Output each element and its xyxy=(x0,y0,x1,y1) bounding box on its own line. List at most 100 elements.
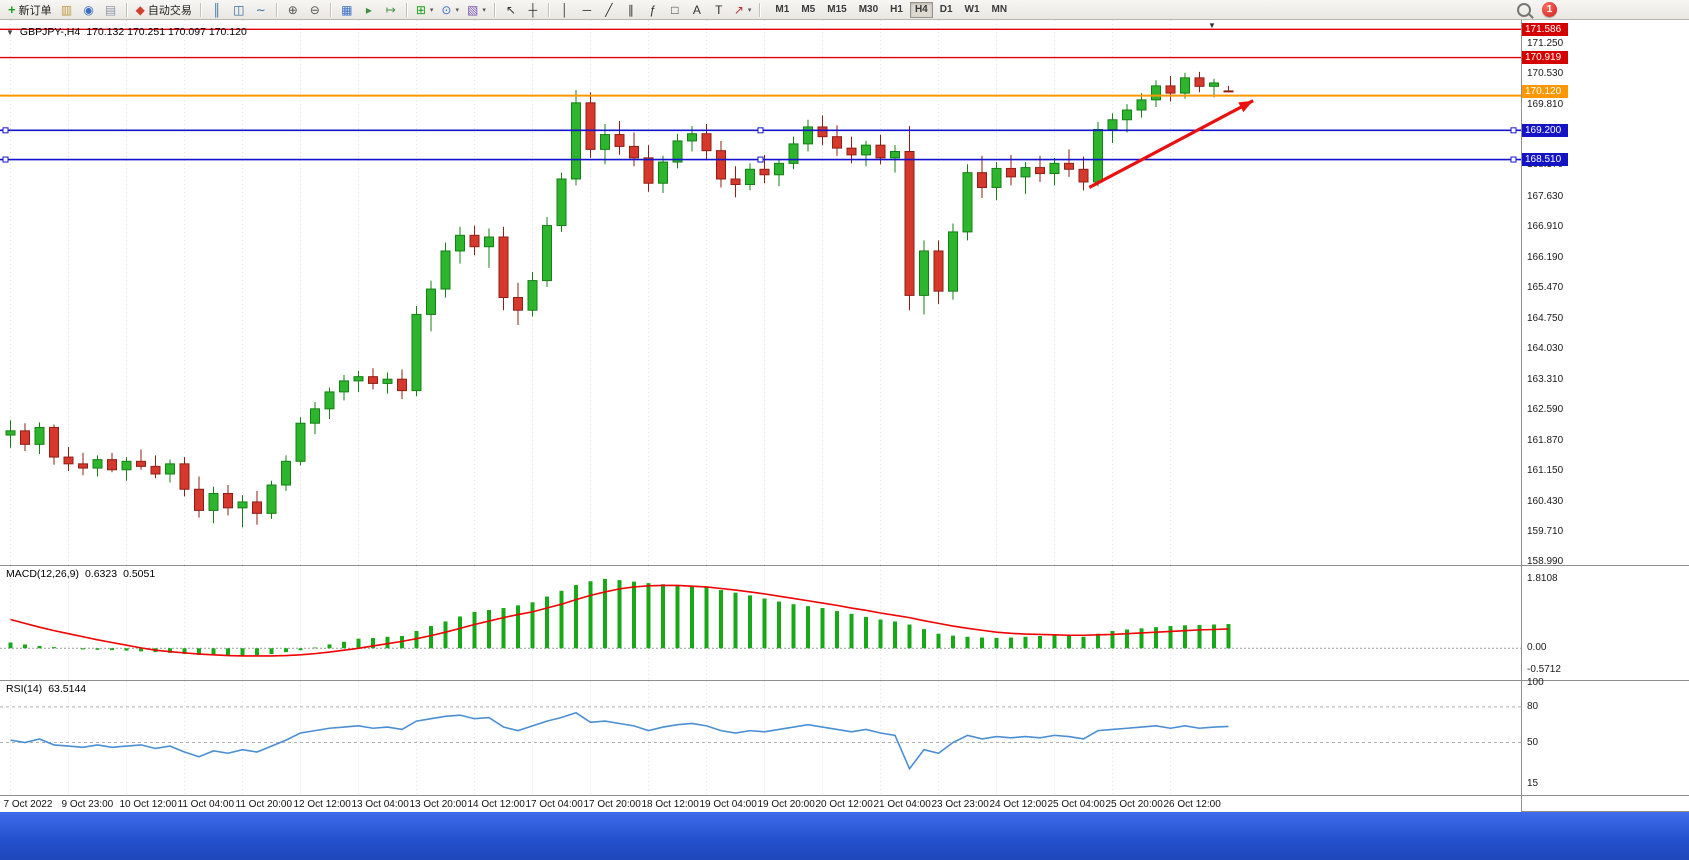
text-button[interactable]: A xyxy=(687,1,707,19)
timeframe-toolbar: M1 M5 M15 M30 H1 H4 D1 W1 MN xyxy=(769,0,1013,20)
candle-body xyxy=(527,280,538,311)
chart-shift-marker[interactable]: ▼ xyxy=(1208,21,1216,30)
timeframe-m5-button[interactable]: M5 xyxy=(796,2,820,18)
candle-body xyxy=(890,150,900,159)
toolbar-separator xyxy=(275,2,278,17)
candle-body xyxy=(614,134,625,147)
zoom-in-button[interactable]: ⊕ xyxy=(283,1,303,19)
candle-body xyxy=(252,501,262,514)
charts-window-button[interactable]: ▥ xyxy=(57,1,77,19)
candle-body xyxy=(991,167,1002,188)
candle-body xyxy=(687,133,697,142)
candle-body xyxy=(629,145,639,159)
toolbar-separator xyxy=(199,2,202,17)
auto-scroll-button[interactable]: ▸ xyxy=(359,1,379,19)
text-icon: A xyxy=(692,2,701,17)
candle-body xyxy=(962,172,973,233)
chart-title-bar: ▼ GBPJPY-,H4 170.132 170.251 170.097 170… xyxy=(6,26,247,38)
taskbar[interactable] xyxy=(0,812,1689,860)
channel-icon: ∥ xyxy=(627,2,634,17)
shapes-button[interactable]: □ xyxy=(665,1,685,19)
indicators-button[interactable]: ⊞ ▾ xyxy=(413,1,437,19)
candle-body xyxy=(49,426,59,458)
timeframe-d1-button[interactable]: D1 xyxy=(935,2,958,18)
timeframe-m1-button[interactable]: M1 xyxy=(770,2,794,18)
text-label-button[interactable]: T xyxy=(709,1,729,19)
trendline-button[interactable]: ╱ xyxy=(599,1,619,19)
rsi-axis-label: 100 xyxy=(1527,677,1544,689)
candle-body xyxy=(1107,119,1118,130)
trendline-icon: ╱ xyxy=(605,2,613,17)
timeframe-h4-button[interactable]: H4 xyxy=(909,1,933,18)
chart-dropdown-icon[interactable]: ▼ xyxy=(6,27,14,37)
candle-body xyxy=(716,150,726,180)
profiles-icon: ◉ xyxy=(83,2,94,17)
horizontal-line-button[interactable]: ─ xyxy=(577,1,597,19)
macd-panel[interactable] xyxy=(0,566,1521,680)
chart-shift-icon: ↦ xyxy=(385,2,396,17)
bar-chart-button[interactable]: ║ xyxy=(207,1,227,19)
price-axis-label: 165.470 xyxy=(1527,282,1564,294)
zoom-in-icon: ⊕ xyxy=(287,2,298,17)
new-order-button[interactable]: + 新订单 xyxy=(5,1,55,19)
crosshair-button[interactable]: ┼ xyxy=(523,1,543,19)
candle-body xyxy=(411,313,422,392)
chart-shift-button[interactable]: ↦ xyxy=(381,1,401,19)
candle-body xyxy=(20,430,30,445)
line-handle[interactable] xyxy=(1510,156,1517,163)
time-axis-label: 24 Oct 12:00 xyxy=(989,799,1047,810)
vertical-line-button[interactable]: │ xyxy=(555,1,575,19)
indicators-icon: ⊞ xyxy=(415,2,426,17)
line-handle[interactable] xyxy=(2,127,9,134)
new-order-icon: + xyxy=(8,2,16,17)
tile-windows-button[interactable]: ▦ xyxy=(337,1,357,19)
timeframe-m15-button[interactable]: M15 xyxy=(822,2,851,18)
cursor-button[interactable]: ↖ xyxy=(501,1,521,19)
price-axis-label: 166.910 xyxy=(1527,221,1564,233)
profiles-button[interactable]: ◉ xyxy=(79,1,99,19)
timeframe-h1-button[interactable]: H1 xyxy=(885,2,908,18)
macd-value-main: 0.6323 xyxy=(84,568,118,580)
fibonacci-button[interactable]: ƒ xyxy=(643,1,663,19)
toolbar-separator xyxy=(125,2,128,17)
candle-body xyxy=(730,178,741,186)
candle-body xyxy=(919,250,929,296)
candle-body xyxy=(904,150,915,296)
candle-body xyxy=(484,236,494,248)
periods-button[interactable]: ⊙ ▾ xyxy=(438,1,462,19)
candle-body xyxy=(1223,90,1234,93)
candle-body xyxy=(571,102,581,180)
candlestick-chart-button[interactable]: ◫ xyxy=(229,1,249,19)
toolbar-separator xyxy=(759,2,762,17)
candle-body xyxy=(672,140,683,163)
line-chart-button[interactable]: ∼ xyxy=(251,1,271,19)
line-handle[interactable] xyxy=(757,127,764,134)
rsi-panel[interactable] xyxy=(0,681,1521,795)
candle-body xyxy=(266,484,277,514)
templates-button[interactable]: ▧ ▾ xyxy=(464,1,489,19)
candle-body xyxy=(1078,168,1089,183)
chevron-down-icon: ▾ xyxy=(429,6,434,14)
rsi-axis-label: 15 xyxy=(1527,778,1539,790)
print-button[interactable]: ▤ xyxy=(101,1,121,19)
panel-separator[interactable] xyxy=(0,565,1689,566)
arrows-button[interactable]: ↗ ▾ xyxy=(731,1,755,19)
trend-arrow[interactable] xyxy=(1088,99,1254,189)
time-axis-label: 13 Oct 04:00 xyxy=(351,799,409,810)
timeframe-m30-button[interactable]: M30 xyxy=(854,2,883,18)
time-axis[interactable]: 7 Oct 2022 9 Oct 23:00 10 Oct 12:00 11 Oct … xyxy=(0,796,1521,812)
notification-badge[interactable]: 1 xyxy=(1542,2,1557,17)
time-axis-label: 9 Oct 23:00 xyxy=(61,799,114,810)
toolbar: + 新订单 ▥ ◉ ▤ ◆ 自动交易 ║ ◫ ∼ ⊕ ⊖ ▦ ▸ ↦ ⊞ ▾ ⊙ ▾ ▧ ▾ ↖ ┼ │ ─ ╱ ∥ ƒ □ A T ↗ ▾ M… xyxy=(0,0,1689,20)
line-handle[interactable] xyxy=(1510,127,1517,134)
line-handle[interactable] xyxy=(2,156,9,163)
autotrading-button[interactable]: ◆ 自动交易 xyxy=(133,1,195,19)
timeframe-w1-button[interactable]: W1 xyxy=(960,2,985,18)
channel-button[interactable]: ∥ xyxy=(621,1,641,19)
line-handle[interactable] xyxy=(757,156,764,163)
main-chart[interactable] xyxy=(0,20,1521,565)
zoom-out-button[interactable]: ⊖ xyxy=(305,1,325,19)
panel-separator[interactable] xyxy=(0,680,1689,681)
search-icon[interactable] xyxy=(1517,2,1531,17)
timeframe-mn-button[interactable]: MN xyxy=(987,2,1013,18)
